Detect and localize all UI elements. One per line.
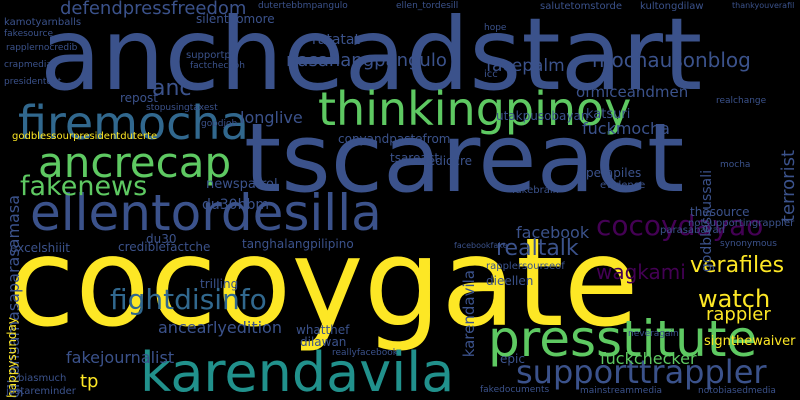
word-defendpressfreedom: defendpressfreedom (60, 0, 247, 19)
word-katsuri: katsuri (586, 107, 631, 122)
word-notobiasedmedia: notobiasedmedia (698, 386, 776, 396)
word-watch: watch (698, 285, 771, 313)
word-tsareact: tsareact (390, 151, 440, 165)
word-factcheckph: factcheckph (190, 61, 245, 71)
word-godblessourpresidentduterte: godblessourpresidentduterte (12, 131, 158, 142)
word-silentnomore: silentnomore (196, 12, 275, 26)
word-karendavila: karendavila (140, 341, 455, 400)
word-fightdisinfo: fightdisinfo (110, 283, 267, 316)
word-nasanangpangulo: nasanangpangulo (286, 50, 447, 71)
word-ratatat: ratatat (312, 32, 360, 48)
word-ancearlyedition: ancearlyedition (158, 318, 282, 337)
word-rapplernocredib: rapplernocredib (6, 43, 78, 53)
word-facepalm: facepalm (486, 56, 565, 76)
word-cocoydayao: cocoydayao (596, 209, 764, 242)
word-kultongdilaw: kultongdilaw (640, 1, 704, 12)
word-parasabayan: parasabayan (660, 225, 725, 236)
word-copyandpastefrom: copyandpastefrom (338, 132, 451, 146)
word-anc: anc (152, 76, 192, 101)
word-salutetomstorde: salutetomstorde (540, 1, 622, 12)
word-thankyouverafil: thankyouverafil (732, 1, 795, 10)
word-stopusingtaxest: stopusingtaxest (146, 103, 218, 113)
word-justareminder: justareminder (6, 386, 76, 397)
word-hope: hope (484, 23, 507, 33)
word-biasmuch: biasmuch (18, 373, 67, 384)
word-trilling: trilling (200, 277, 239, 291)
word-ofmiceandmen: ofmiceandmen (576, 83, 689, 101)
word-neveragain: neveragain (628, 329, 679, 339)
word-repost: repost (120, 91, 158, 105)
word-ellentordesilla: ellentordesilla (30, 184, 382, 242)
word-thesource: thesource (690, 205, 750, 219)
word-perapiles: perapiles (586, 166, 642, 180)
word-signthewaiver: signthewaiver (704, 334, 796, 349)
word-fakejournalist: fakejournalist (66, 348, 175, 367)
word-fakesource: fakesource (4, 29, 53, 39)
word-dutertebbmpangulo: dutertebbmpangulo (258, 1, 348, 11)
word-fakebrain: fakebrain (512, 185, 559, 196)
word-tscareact: tscareact (244, 104, 685, 214)
word-mocha: mocha (720, 160, 751, 170)
word-crapmedia: crapmedia (4, 60, 52, 70)
word-goodjob: goodjob (201, 119, 238, 129)
word-fakedocuments: fakedocuments (480, 385, 550, 395)
word-crediblefactche: crediblefactche (118, 240, 211, 254)
word-epic: epic (500, 352, 525, 366)
word-longlive: longlive (240, 108, 303, 127)
word-tp: tp (80, 371, 99, 392)
word-terrorist-vertical: terrorist (778, 149, 799, 223)
word-reallyfacebook: reallyfacebook (332, 348, 398, 358)
word-kamotyarnballs: kamotyarnballs (4, 17, 82, 28)
word-synonymous: synonymous (720, 239, 777, 249)
word-wagkami: wagkami (596, 260, 686, 284)
word-realchange: realchange (716, 96, 767, 106)
word-verafiles: verafiles (690, 253, 785, 278)
word-realtalk: realtalk (496, 236, 579, 261)
word-fakenews: fakenews (20, 171, 148, 202)
word-thinkingpinoy: thinkingpinoy (318, 82, 632, 136)
word-ellen-tordesill: ellen_tordesill (396, 1, 459, 11)
word-firemocha: firemocha (18, 96, 249, 150)
word-presstitute: presstitute (488, 310, 758, 368)
word-mediocre: mediocre (416, 154, 473, 168)
word-mochausonblog: mochausonblog (592, 48, 751, 72)
word-fuckmocha: fuckmocha (582, 119, 670, 138)
word-dieellen: dieellen (486, 274, 534, 288)
word-whatthef: whatthef (296, 323, 350, 337)
word-cocoygate: cocoygate (8, 212, 639, 354)
word-mainstreammedia: mainstreammedia (580, 386, 663, 396)
word-notsupportingrappler: notsupportingrappler (688, 218, 795, 229)
word-fuckchecker: fuckchecker (600, 349, 697, 368)
word-ancheadstart: ancheadstart (40, 0, 703, 113)
word-rapplersourseof: rapplersourseof (486, 261, 565, 272)
word-facebookfake: facebookfake (454, 241, 508, 250)
word-newspatrol: newspatrol (206, 177, 278, 192)
word-du30bbm: du30bbm (202, 197, 269, 213)
word-supporttrappler: supporttrappler (516, 353, 767, 391)
word-icc: icc (484, 69, 498, 80)
word-supportph: supportph (186, 50, 238, 61)
word-presidentdut: presidentdut (4, 77, 62, 87)
word-facebook: facebook (516, 223, 590, 242)
word-du30: du30 (146, 232, 177, 246)
word-karendavila-vertical: karendavila (460, 269, 478, 358)
word-ancrecap: ancrecap (38, 138, 232, 187)
word-utakpusobayan: utakpusobayan (496, 109, 589, 123)
word-rappler: rappler (706, 304, 771, 325)
word-dilawan: dilawan (300, 335, 347, 349)
word-evidence: evidence (600, 180, 646, 191)
word-excelshiiit: excelshiiit (10, 241, 70, 255)
word-tanghalangpilipino: tanghalangpilipino (242, 237, 354, 251)
